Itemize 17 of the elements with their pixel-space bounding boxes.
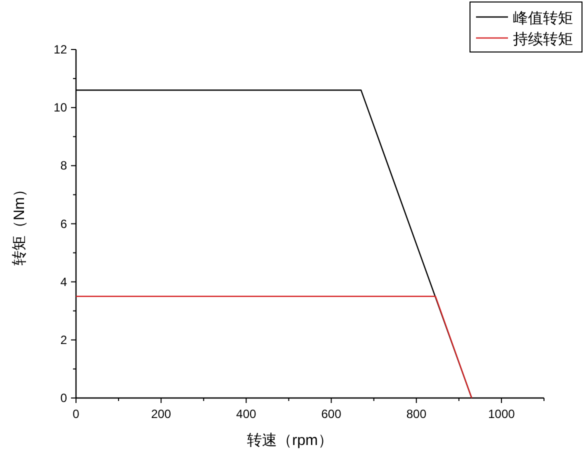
y-tick-label: 6 (60, 216, 68, 231)
y-tick-label: 10 (54, 100, 68, 115)
y-tick-label: 12 (54, 42, 68, 56)
y-tick-label: 0 (60, 391, 68, 405)
legend-label: 持续转矩 (513, 31, 573, 48)
x-tick-label: 1000 (488, 407, 516, 421)
y-tick-label: 8 (60, 158, 68, 173)
x-axis-title: 转速（rpm） (247, 432, 333, 449)
x-tick-label: 600 (321, 407, 342, 421)
x-tick-label: 200 (151, 407, 172, 421)
x-tick-label: 400 (236, 407, 257, 421)
legend-label: 峰值转矩 (513, 10, 573, 27)
x-tick-label: 800 (406, 407, 427, 421)
y-tick-label: 4 (60, 274, 68, 289)
x-tick-label: 0 (72, 407, 80, 421)
y-axis-title: 转矩（Nm） (11, 182, 28, 266)
y-tick-label: 2 (60, 332, 68, 347)
